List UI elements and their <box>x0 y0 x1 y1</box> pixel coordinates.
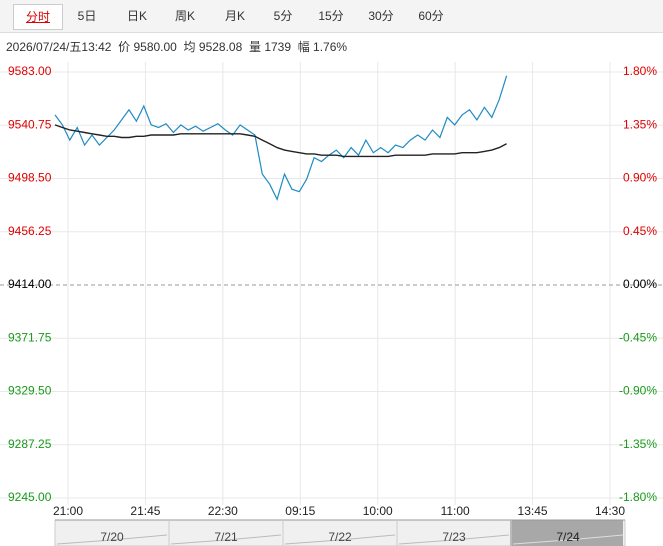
x-tick-label: 13:45 <box>518 504 548 518</box>
tab[interactable]: 月K <box>224 9 245 23</box>
tab[interactable]: 日K <box>126 9 147 23</box>
y2-tick-label: 0.90% <box>623 171 657 185</box>
tab[interactable]: 分时 <box>13 4 63 30</box>
nav-sparkline <box>284 534 396 545</box>
average-label: 均 <box>183 40 196 54</box>
x-tick-label: 10:00 <box>363 504 393 518</box>
y-tick-label: 9456.25 <box>8 224 52 238</box>
change: 1.76% <box>313 40 348 54</box>
y2-tick-label: 0.45% <box>623 224 657 238</box>
y-tick-label: 9540.75 <box>8 117 52 131</box>
x-tick-label: 14:30 <box>595 504 625 518</box>
x-tick-label: 11:00 <box>441 504 470 518</box>
volume: 1739 <box>264 40 292 54</box>
nav-sparkline <box>170 534 282 545</box>
tab[interactable]: 60分 <box>418 9 444 23</box>
y2-tick-label: -0.90% <box>619 384 657 398</box>
nav-date: 7/23 <box>442 530 466 544</box>
price-label: 价 <box>118 40 131 54</box>
nav-date: 7/24 <box>556 530 580 544</box>
nav-date: 7/21 <box>214 530 238 544</box>
y2-tick-label: -1.80% <box>619 490 657 504</box>
y2-tick-label: -1.35% <box>619 437 657 451</box>
y-tick-label: 9245.00 <box>8 490 52 504</box>
y2-tick-label: -0.45% <box>619 330 657 344</box>
nav-sparkline <box>512 534 624 545</box>
info-line: 2026/07/24/五13:42 价 9580.00 均 9528.08 量 … <box>6 38 347 55</box>
tab[interactable]: 30分 <box>368 9 394 23</box>
y2-tick-label: 1.35% <box>623 117 657 131</box>
tab[interactable]: 周K <box>174 9 195 23</box>
volume-label: 量 <box>248 40 261 54</box>
y-tick-label: 9329.50 <box>8 384 52 398</box>
tab[interactable]: 15分 <box>318 9 344 23</box>
change-label: 幅 <box>297 40 310 54</box>
tab-bar: 分时 5日 日K 周K 月K 5分 15分 30分 60分 <box>0 0 663 33</box>
price: 9580.00 <box>133 40 177 54</box>
y-tick-label: 9287.25 <box>8 437 52 451</box>
nav-date: 7/22 <box>328 530 352 544</box>
navigator-window <box>510 520 623 546</box>
y2-tick-label: 1.80% <box>623 64 657 78</box>
nav-date: 7/20 <box>100 530 124 544</box>
x-tick-label: 09:15 <box>285 504 315 518</box>
datetime: 2026/07/24/五13:42 <box>6 40 112 54</box>
x-tick-label: 21:00 <box>53 504 83 518</box>
nav-sparkline <box>56 534 168 545</box>
tab[interactable]: 5日 <box>77 9 97 23</box>
y-tick-label: 9414.00 <box>8 277 52 291</box>
tab[interactable]: 5分 <box>273 9 293 23</box>
y-tick-label: 9371.75 <box>8 330 52 344</box>
series-line <box>54 75 508 201</box>
series-line <box>54 124 507 158</box>
x-tick-label: 22:30 <box>208 504 238 518</box>
y-tick-label: 9583.00 <box>8 64 52 78</box>
nav-sparkline <box>398 534 510 545</box>
y2-tick-label: 0.00% <box>623 277 657 291</box>
x-tick-label: 21:45 <box>130 504 160 518</box>
y-tick-label: 9498.50 <box>8 171 52 185</box>
average: 9528.08 <box>198 40 243 54</box>
